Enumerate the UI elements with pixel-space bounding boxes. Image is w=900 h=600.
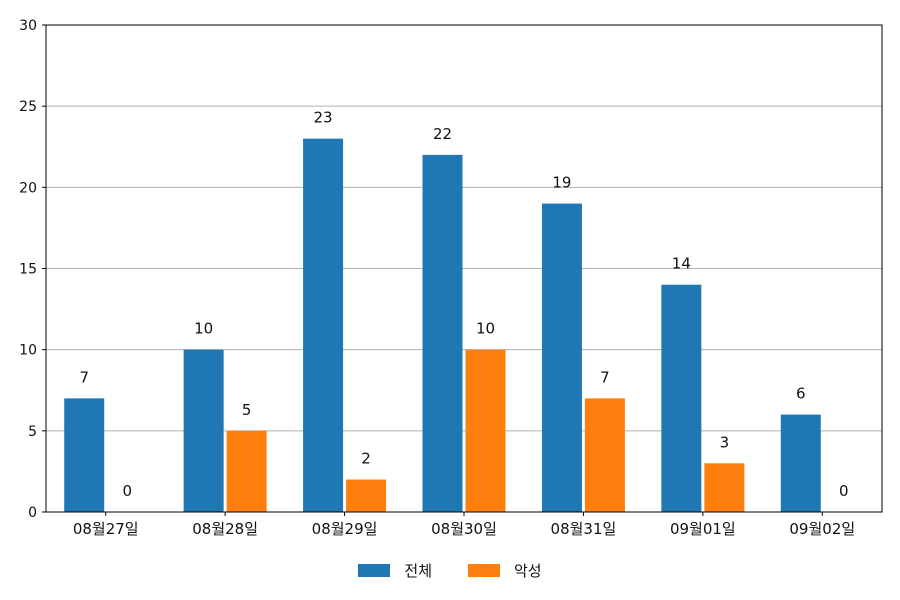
bar-value-label: 22: [433, 125, 452, 143]
bar-malicious[interactable]: [346, 479, 387, 512]
y-tick-label: 25: [19, 99, 37, 115]
bar-value-label: 0: [839, 482, 849, 500]
bar-malicious[interactable]: [704, 463, 745, 512]
bar-value-label: 2: [361, 450, 371, 468]
bar-value-label: 3: [720, 433, 730, 451]
bar-value-label: 23: [314, 109, 333, 127]
x-tick-label: 08월27일: [73, 520, 139, 538]
bar-malicious[interactable]: [584, 398, 625, 512]
bar-malicious[interactable]: [226, 430, 267, 512]
x-tick-label: 08월30일: [431, 520, 497, 538]
bar-malicious[interactable]: [465, 349, 506, 512]
y-tick-label: 30: [19, 18, 37, 34]
legend-swatch-total: [358, 563, 391, 577]
y-tick-label: 10: [19, 343, 37, 359]
grid-layer: [46, 105, 882, 432]
bar-value-label: 6: [796, 385, 806, 403]
bar-total[interactable]: [780, 414, 821, 512]
bar-total[interactable]: [661, 284, 702, 512]
bar-value-label: 5: [242, 401, 252, 419]
plot-frame: [45, 24, 883, 513]
bar-total[interactable]: [64, 398, 105, 512]
y-tick-label: 20: [19, 180, 37, 196]
x-tick-label: 08월29일: [312, 520, 378, 538]
legend-item-malicious[interactable]: 악성: [468, 560, 542, 581]
bar-total[interactable]: [422, 154, 463, 512]
y-tick-label: 5: [28, 424, 37, 440]
bar-value-label: 7: [600, 368, 610, 386]
bar-value-label: 14: [672, 255, 691, 273]
x-tick-label: 08월28일: [192, 520, 258, 538]
bar-value-label: 19: [552, 174, 571, 192]
bar-total[interactable]: [183, 349, 224, 512]
bars-layer: [64, 138, 821, 513]
x-tick-label: 09월01일: [670, 520, 736, 538]
legend: 전체 악성: [0, 558, 900, 582]
x-tick-label: 09월02일: [789, 520, 855, 538]
x-tick-label: 08월31일: [551, 520, 617, 538]
bar-total[interactable]: [303, 138, 344, 512]
legend-item-total[interactable]: 전체: [358, 560, 432, 581]
y-tick-label: 15: [19, 262, 37, 278]
bar-total[interactable]: [541, 203, 582, 513]
bar-value-label: 10: [194, 320, 213, 338]
y-tick-label: 0: [28, 505, 37, 521]
legend-label-total: 전체: [404, 561, 432, 580]
legend-label-malicious: 악성: [514, 561, 542, 580]
bar-value-label: 0: [122, 482, 132, 500]
bar-value-label: 7: [79, 368, 89, 386]
legend-swatch-malicious: [468, 563, 500, 577]
bar-value-label: 10: [476, 320, 495, 338]
